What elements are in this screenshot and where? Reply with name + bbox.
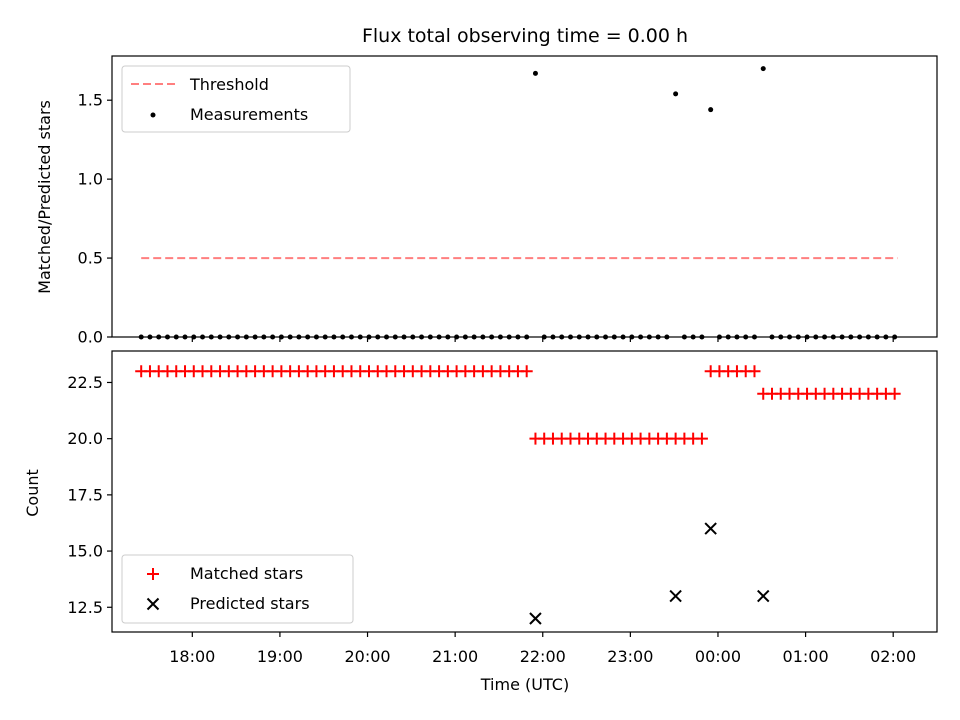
top-y-tick-label: 1.0: [78, 170, 103, 189]
matched-star-point: [888, 387, 901, 400]
bottom-y-tick-label: 22.5: [67, 373, 103, 392]
predicted-star-point: [669, 589, 682, 603]
x-tick-label: 18:00: [169, 647, 215, 666]
bottom-panel: 12.5 15.0 17.5 20.0 22.5 18:00 19:00 20:00 21:0…: [23, 350, 938, 694]
matched-star-point: [520, 365, 533, 378]
bottom-plot-area: [135, 365, 901, 625]
bottom-y-tick-label: 17.5: [67, 485, 103, 504]
bottom-y-axis-label: Count: [23, 469, 42, 517]
x-tick-label: 20:00: [344, 647, 390, 666]
matched-star-point: [695, 432, 708, 445]
measurement-point: [532, 70, 538, 76]
threshold-legend-label: Threshold: [189, 75, 269, 94]
predicted-stars-legend-swatch: [146, 597, 160, 611]
bottom-y-tick-label: 12.5: [67, 598, 103, 617]
x-tick-label: 19:00: [257, 647, 303, 666]
bottom-axes-frame: [111, 350, 938, 633]
predicted-star-point: [704, 522, 717, 535]
predicted-stars-legend-label: Predicted stars: [190, 594, 310, 613]
matched-star-point: [748, 365, 761, 378]
x-tick-label: 01:00: [783, 647, 829, 666]
top-legend-box: [121, 65, 351, 133]
bottom-x-ticks: 18:00 19:00 20:00 21:00 22:00 23:00 00:00 01:00…: [169, 632, 916, 666]
x-tick-label: 00:00: [695, 647, 741, 666]
bottom-legend: Matched stars Predicted stars: [121, 554, 354, 624]
measurements-legend-label: Measurements: [190, 105, 308, 124]
predicted-star-point: [529, 612, 542, 625]
top-x-ticks: [191, 337, 894, 342]
x-tick-label: 21:00: [432, 647, 478, 666]
matched-stars-legend-label: Matched stars: [190, 564, 303, 583]
bottom-y-tick-label: 15.0: [67, 542, 103, 561]
chart-title: Flux total observing time = 0.00 h: [362, 25, 688, 47]
measurement-point: [760, 66, 766, 72]
top-axes-frame: [111, 55, 938, 338]
x-tick-label: 02:00: [870, 647, 916, 666]
top-y-ticks: 0.0 0.5 1.0 1.5: [78, 91, 112, 347]
top-y-tick-label: 1.5: [78, 91, 103, 110]
top-panel: 0.0 0.5 1.0 1.5 Matched/Predicted stars Thr…: [35, 55, 938, 347]
predicted-star-point: [757, 589, 770, 603]
top-legend: Threshold Measurements: [121, 65, 351, 133]
x-axis-label: Time (UTC): [480, 675, 569, 694]
measurements-legend-swatch: [150, 112, 156, 118]
matched-stars-legend-swatch: [147, 568, 159, 580]
bottom-y-ticks: 12.5 15.0 17.5 20.0 22.5: [67, 373, 112, 617]
top-y-tick-label: 0.0: [78, 328, 103, 347]
bottom-y-tick-label: 20.0: [67, 429, 103, 448]
bottom-legend-box: [121, 554, 354, 624]
top-y-tick-label: 0.5: [78, 249, 103, 268]
top-y-axis-label: Matched/Predicted stars: [35, 100, 54, 294]
x-tick-label: 22:00: [520, 647, 566, 666]
measurement-point: [673, 91, 679, 97]
measurement-point: [708, 107, 714, 113]
x-tick-label: 23:00: [607, 647, 653, 666]
